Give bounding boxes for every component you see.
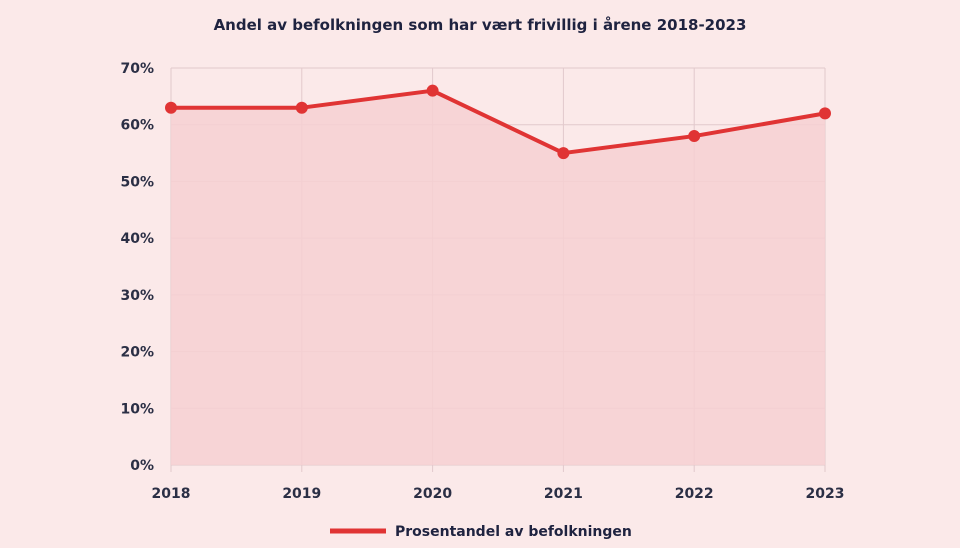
data-point <box>295 101 308 114</box>
series-area <box>171 90 825 465</box>
x-tick-label: 2023 <box>806 486 845 502</box>
y-tick-label: 70% <box>120 61 154 77</box>
x-tick-label: 2020 <box>413 486 452 502</box>
area-layer <box>171 90 825 465</box>
data-point <box>426 84 439 97</box>
y-axis-ticks: 0% 10% 20% 30% 40% 50% 60% 70% <box>120 61 154 474</box>
y-tick-label: 20% <box>120 345 154 361</box>
legend: Prosentandel av befolkningen <box>330 524 632 540</box>
y-tick-label: 50% <box>120 174 154 190</box>
legend-label: Prosentandel av befolkningen <box>395 524 632 540</box>
data-point <box>557 147 570 160</box>
x-axis-ticks: 2018 2019 2020 2021 2022 2023 <box>152 486 845 502</box>
x-tick-label: 2022 <box>675 486 714 502</box>
x-tick-label: 2018 <box>152 486 191 502</box>
data-point <box>165 101 177 114</box>
y-tick-label: 0% <box>130 458 154 474</box>
data-point <box>819 107 831 120</box>
chart-title: Andel av befolkningen som har vært frivi… <box>214 16 747 34</box>
y-tick-label: 10% <box>120 401 154 417</box>
x-tick-label: 2021 <box>544 486 583 502</box>
y-tick-label: 40% <box>120 231 154 247</box>
data-point <box>688 130 701 143</box>
y-tick-label: 60% <box>120 118 154 134</box>
point-layer <box>165 84 831 160</box>
series-line <box>169 88 827 156</box>
line-layer <box>169 88 827 156</box>
x-tick-label: 2019 <box>282 486 321 502</box>
y-tick-label: 30% <box>120 288 154 304</box>
